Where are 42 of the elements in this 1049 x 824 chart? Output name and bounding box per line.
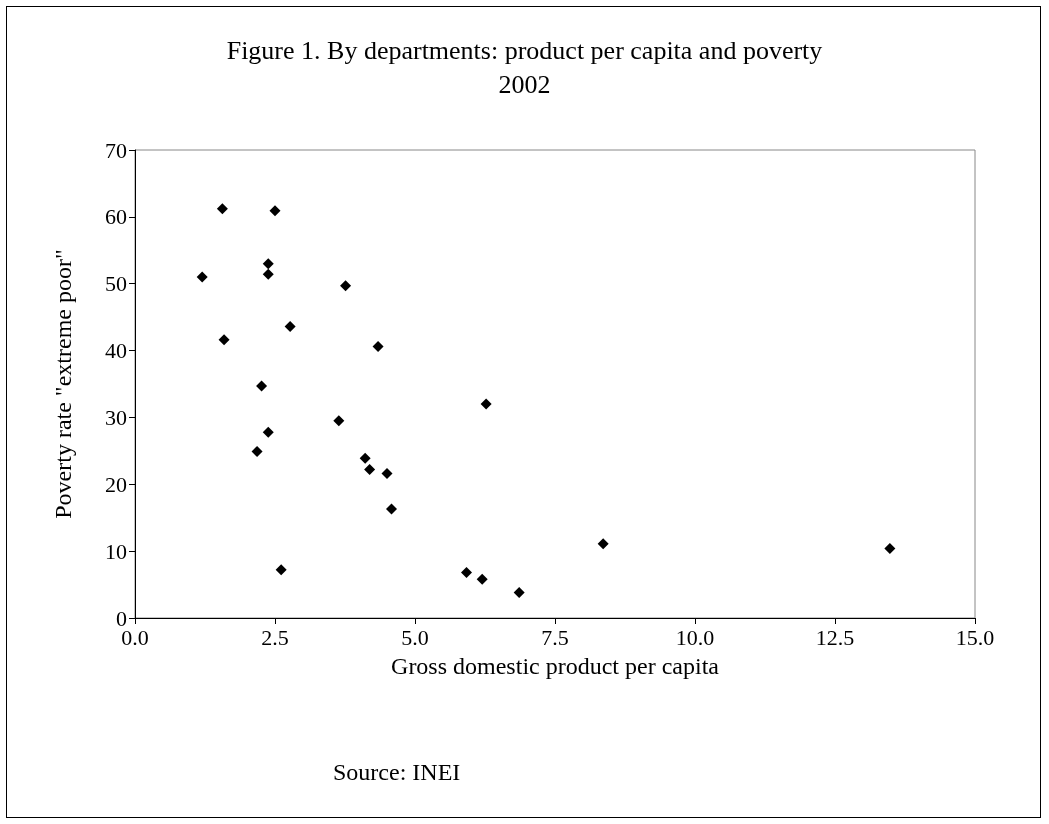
point xyxy=(262,268,274,280)
chart-title: Figure 1. By departments: product per capita and poverty 2002 xyxy=(226,35,823,99)
point xyxy=(340,280,352,292)
point xyxy=(381,468,393,480)
point xyxy=(364,464,376,476)
point xyxy=(461,567,473,579)
x-tick-label: 5.0 xyxy=(401,624,429,650)
source-note: Source: INEI xyxy=(333,759,461,785)
point xyxy=(284,321,296,332)
x-tick-label: 15.0 xyxy=(955,624,995,650)
point xyxy=(476,573,488,585)
y-tick-label: 70 xyxy=(105,137,127,163)
x-tick-label: 12.5 xyxy=(815,624,855,650)
point xyxy=(480,398,492,410)
y-axis-title: Poverty rate "extreme poor" xyxy=(50,249,76,519)
point xyxy=(218,334,230,346)
point xyxy=(216,203,228,215)
point xyxy=(597,538,609,550)
point xyxy=(513,587,525,599)
point xyxy=(372,341,384,353)
point xyxy=(385,503,397,515)
y-tick-label: 60 xyxy=(105,204,127,230)
x-tick-label: 10.0 xyxy=(675,624,715,650)
point xyxy=(275,564,287,576)
point xyxy=(251,446,263,458)
y-tick-label: 40 xyxy=(105,338,127,364)
point xyxy=(262,426,274,438)
y-tick-label: 10 xyxy=(105,538,127,564)
point xyxy=(333,415,345,427)
y-tick-label: 50 xyxy=(105,271,127,297)
x-tick-label: 7.5 xyxy=(541,624,569,650)
y-tick-label: 20 xyxy=(105,471,127,497)
x-axis-title: Gross domestic product per capita xyxy=(391,653,720,679)
point xyxy=(884,542,896,554)
x-tick-label: 2.5 xyxy=(261,624,289,650)
y-tick-label: 30 xyxy=(105,404,127,430)
y-tick-label: 0 xyxy=(116,605,127,631)
point xyxy=(269,205,281,217)
point xyxy=(256,380,268,392)
point xyxy=(262,258,274,270)
point xyxy=(359,452,371,464)
point xyxy=(196,271,208,283)
